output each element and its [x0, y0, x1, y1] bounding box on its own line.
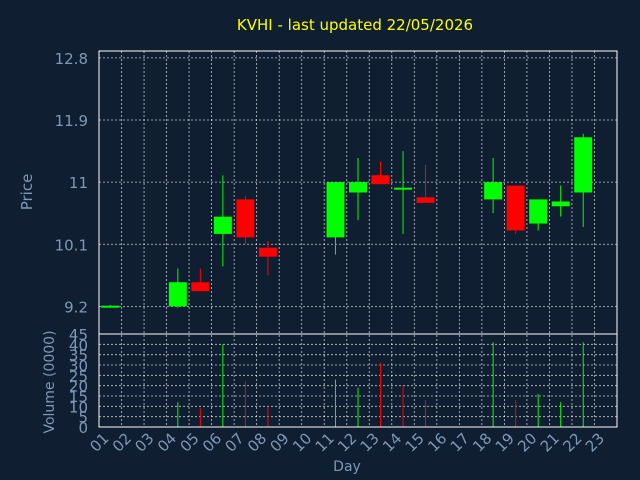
candle-down [191, 282, 210, 292]
candle-up [168, 282, 187, 307]
candle-up [484, 182, 503, 200]
volume-tick-label: 30 [69, 357, 88, 375]
candle-down [506, 185, 525, 231]
volume-tick-label: 35 [69, 347, 88, 365]
x-axis-label: Day [333, 459, 361, 475]
candle-up [101, 305, 120, 308]
candle-down [371, 175, 390, 185]
candle-down [258, 247, 277, 257]
candle-up [213, 216, 232, 234]
volume-tick-label: 10 [69, 398, 88, 416]
day-tick-labels: 0102030405060708091011121314151617181920… [86, 429, 608, 455]
price-tick-label: 12.8 [55, 50, 88, 68]
volume-axis-label: Volume (0000) [42, 330, 58, 433]
price-tick-labels: 9.2 10.1 11 11.9 12.8 [55, 50, 88, 316]
chart-title: KVHI - last updated 22/05/2026 [237, 16, 473, 34]
volume-tick-label: 15 [69, 388, 88, 406]
price-tick-label: 9.2 [64, 298, 88, 316]
volume-plot-frame [98, 333, 618, 428]
candle-up [574, 137, 593, 193]
volume-tick-label: 0 [78, 419, 88, 437]
volume-tick-label: 5 [78, 409, 88, 427]
price-tick-label: 11.9 [55, 112, 88, 130]
candle-up [551, 201, 570, 207]
volume-tick-label: 45 [69, 326, 88, 344]
candles [101, 133, 593, 308]
candle-up [394, 187, 413, 190]
day-tick-label: 23 [582, 429, 608, 455]
volume-bars [177, 342, 584, 427]
candle-up [326, 182, 345, 238]
grid [99, 51, 617, 428]
candle-up [529, 199, 548, 224]
candle-down [416, 197, 435, 203]
price-tick-label: 10.1 [55, 236, 88, 254]
volume-tick-label: 20 [69, 378, 88, 396]
price-tick-label: 11 [69, 174, 88, 192]
candle-down [236, 199, 255, 238]
candle-up [349, 182, 367, 193]
volume-tick-label: 40 [69, 336, 88, 354]
price-axis-label: Price [18, 174, 36, 211]
volume-tick-label: 25 [69, 367, 88, 385]
